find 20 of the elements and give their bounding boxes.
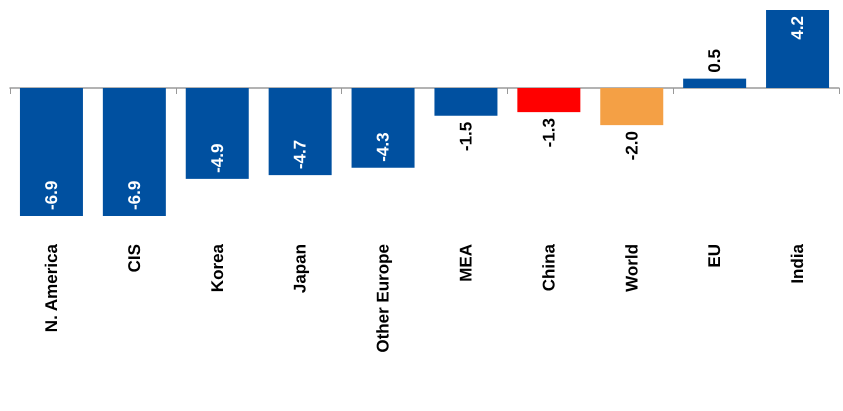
x-tick-label: China bbox=[539, 243, 558, 292]
x-tick-label: Korea bbox=[208, 243, 227, 292]
x-tick-label: Japan bbox=[290, 244, 310, 294]
data-label: -1.3 bbox=[539, 118, 558, 148]
data-label: -4.7 bbox=[290, 140, 310, 170]
x-tick-label: N. America bbox=[42, 243, 61, 332]
x-tick-label: World bbox=[622, 244, 642, 292]
data-label: -4.3 bbox=[374, 132, 393, 162]
x-tick-label: MEA bbox=[456, 244, 476, 282]
x-tick-label: Other Europe bbox=[374, 244, 393, 353]
data-label: 4.2 bbox=[788, 16, 808, 40]
data-label: -4.9 bbox=[208, 144, 227, 173]
data-label: -6.9 bbox=[42, 180, 61, 210]
x-tick-label: India bbox=[788, 243, 808, 284]
data-label: -2.0 bbox=[622, 131, 642, 160]
x-tick-label: CIS bbox=[124, 244, 144, 272]
data-label: -6.9 bbox=[124, 180, 144, 210]
x-tick-label: EU bbox=[705, 244, 724, 268]
data-label: -1.5 bbox=[456, 122, 476, 152]
data-label: 0.5 bbox=[705, 49, 724, 73]
